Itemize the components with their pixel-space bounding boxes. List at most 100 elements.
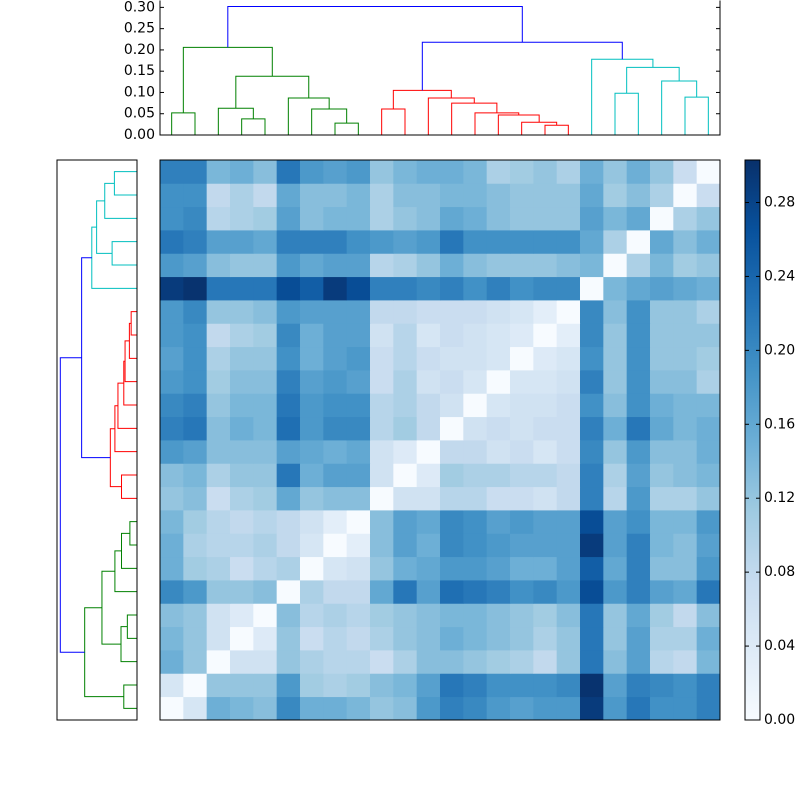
heatmap-cell bbox=[696, 463, 721, 488]
heatmap-cell bbox=[230, 160, 254, 184]
heatmap-cell bbox=[510, 230, 534, 254]
heatmap-cell bbox=[253, 626, 278, 651]
heatmap-cell bbox=[300, 230, 324, 254]
heatmap-cell bbox=[510, 673, 534, 698]
heatmap-cell bbox=[230, 463, 254, 488]
row-dendrogram-link bbox=[84, 607, 124, 698]
heatmap-cell bbox=[533, 300, 558, 324]
heatmap-cell bbox=[230, 580, 254, 604]
heatmap-cell bbox=[556, 696, 581, 721]
heatmap-cell bbox=[440, 276, 464, 301]
heatmap-cell bbox=[160, 486, 184, 511]
heatmap-cell bbox=[160, 370, 184, 394]
heatmap-cell bbox=[370, 580, 394, 604]
heatmap-cell bbox=[276, 206, 301, 231]
heatmap-cell bbox=[673, 393, 698, 418]
heatmap-cell bbox=[556, 253, 581, 278]
heatmap-cell bbox=[440, 346, 464, 371]
heatmap-cell bbox=[206, 626, 231, 651]
heatmap-cell bbox=[533, 323, 558, 348]
heatmap-cell bbox=[533, 696, 558, 721]
heatmap-cell bbox=[370, 440, 394, 464]
heatmap-cell bbox=[463, 463, 488, 488]
dendrogram-link bbox=[287, 97, 330, 135]
heatmap-cell bbox=[253, 370, 278, 394]
dendrogram-link bbox=[427, 97, 475, 135]
heatmap-cell bbox=[300, 486, 324, 511]
heatmap-cell bbox=[533, 556, 558, 581]
colorbar bbox=[744, 159, 761, 721]
heatmap-cell bbox=[346, 416, 371, 441]
heatmap-cell bbox=[603, 300, 628, 324]
heatmap-cell bbox=[533, 230, 558, 254]
heatmap-cell bbox=[556, 673, 581, 698]
heatmap-cell bbox=[533, 183, 558, 208]
row-dendrogram-link bbox=[114, 550, 137, 593]
heatmap-cell bbox=[253, 393, 278, 418]
heatmap-cell bbox=[393, 230, 418, 254]
heatmap-cell bbox=[323, 276, 348, 301]
heatmap-cell bbox=[370, 206, 394, 231]
heatmap-cell bbox=[626, 463, 651, 488]
heatmap-cell bbox=[510, 556, 534, 581]
heatmap-cell bbox=[230, 300, 254, 324]
dendrogram-link bbox=[421, 41, 623, 91]
heatmap-cell bbox=[440, 673, 464, 698]
row-dendrogram-link bbox=[59, 357, 85, 653]
heatmap-cell bbox=[673, 673, 698, 698]
heatmap-cell bbox=[206, 300, 231, 324]
heatmap-cell bbox=[510, 300, 534, 324]
heatmap-cell bbox=[463, 276, 488, 301]
heatmap-cell bbox=[626, 486, 651, 511]
heatmap-frame bbox=[159, 159, 721, 721]
heatmap-cell bbox=[673, 183, 698, 208]
heatmap-cell bbox=[626, 673, 651, 698]
heatmap-cell bbox=[556, 603, 581, 628]
heatmap-cell bbox=[370, 673, 394, 698]
heatmap-cell bbox=[323, 510, 348, 534]
heatmap-cell bbox=[486, 253, 511, 278]
heatmap-cell bbox=[440, 533, 464, 558]
heatmap-cell bbox=[650, 253, 674, 278]
colorbar-tick-label: 0.24 bbox=[764, 268, 795, 284]
heatmap-cell bbox=[416, 230, 441, 254]
heatmap-cell bbox=[230, 206, 254, 231]
heatmap-cell bbox=[300, 183, 324, 208]
dendrogram-frame bbox=[159, 0, 721, 136]
heatmap-cell bbox=[463, 370, 488, 394]
dendrogram-link bbox=[171, 112, 196, 135]
heatmap-cell bbox=[160, 650, 184, 674]
heatmap-cell bbox=[206, 650, 231, 674]
heatmap-cell bbox=[160, 580, 184, 604]
heatmap-cell bbox=[440, 696, 464, 721]
heatmap-cell bbox=[696, 673, 721, 698]
heatmap-cell bbox=[603, 206, 628, 231]
heatmap-cell bbox=[650, 206, 674, 231]
heatmap-cell bbox=[580, 393, 604, 418]
heatmap-cell bbox=[230, 603, 254, 628]
heatmap-cell bbox=[370, 463, 394, 488]
dendrogram-link bbox=[684, 96, 709, 135]
heatmap-cell bbox=[626, 533, 651, 558]
heatmap-cell bbox=[440, 416, 464, 441]
heatmap-cell bbox=[580, 300, 604, 324]
heatmap-cell bbox=[510, 346, 534, 371]
heatmap-cell bbox=[183, 510, 208, 534]
heatmap-cell bbox=[463, 626, 488, 651]
heatmap-cell bbox=[323, 300, 348, 324]
heatmap-cell bbox=[673, 323, 698, 348]
heatmap-cell bbox=[463, 230, 488, 254]
heatmap-cell bbox=[650, 696, 674, 721]
heatmap-cell bbox=[463, 253, 488, 278]
heatmap-cell bbox=[440, 370, 464, 394]
heatmap-cell bbox=[416, 463, 441, 488]
heatmap-cell bbox=[300, 673, 324, 698]
heatmap-cell bbox=[160, 183, 184, 208]
heatmap-cell bbox=[696, 510, 721, 534]
heatmap-cell bbox=[463, 393, 488, 418]
heatmap-cell bbox=[393, 370, 418, 394]
heatmap-cell bbox=[603, 696, 628, 721]
heatmap-cell bbox=[253, 556, 278, 581]
heatmap-cell bbox=[510, 533, 534, 558]
